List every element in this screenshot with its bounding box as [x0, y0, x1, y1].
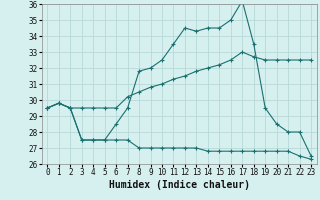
X-axis label: Humidex (Indice chaleur): Humidex (Indice chaleur) — [109, 180, 250, 190]
